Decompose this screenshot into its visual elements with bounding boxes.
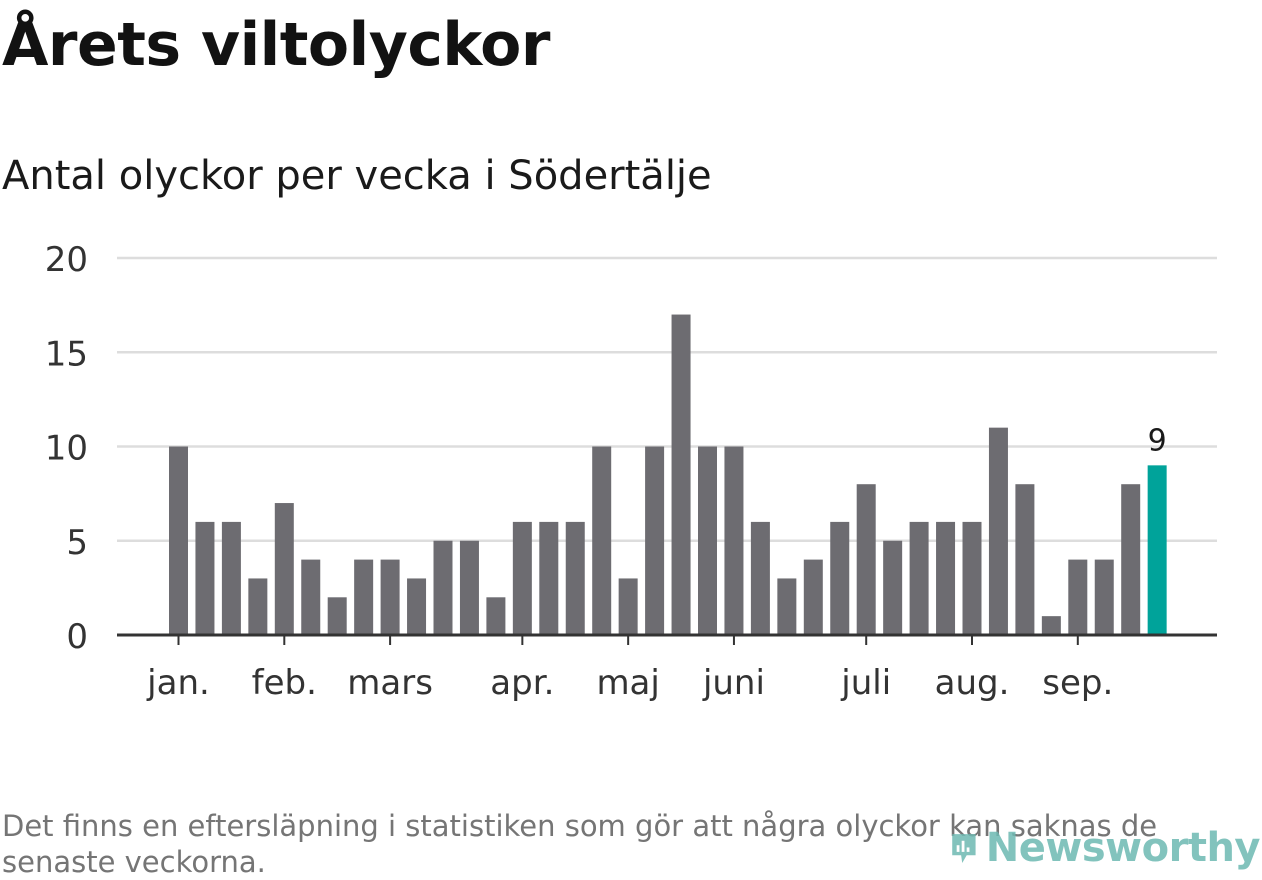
bar [988,427,1008,635]
x-tick-label: juli [840,663,891,703]
bar [1068,559,1088,635]
x-tick-label: mars [347,663,433,703]
x-tick-label: aug. [935,663,1010,703]
bar [592,446,612,635]
y-tick-label: 10 [45,429,88,469]
x-tick-label: apr. [490,663,554,703]
bars [169,314,1167,635]
bar [1094,559,1114,635]
bar [169,446,188,635]
bar [459,540,479,635]
data-labels: 9 [1148,423,1167,458]
bar [274,503,294,635]
grid-lines [117,256,1217,542]
y-axis-ticks: 0 5 10 15 20 [45,240,88,657]
bar [724,446,744,635]
y-tick-label: 15 [45,334,88,374]
x-tick-label: maj [596,663,659,703]
bar [777,578,797,635]
bar [248,578,268,635]
bar [830,521,850,635]
bar [327,597,347,635]
bar [221,521,241,635]
newsworthy-logo: Newsworthy [950,818,1261,878]
bar [750,521,770,635]
bar [803,559,823,635]
bar [671,314,691,635]
bar-highlight [1147,465,1167,635]
bar [618,578,638,635]
bar [195,521,215,635]
bar [645,446,665,635]
x-tick-label: juni [702,663,765,703]
bar [856,484,876,635]
x-tick-label: jan. [146,663,210,703]
bar [698,446,717,635]
bar [354,559,374,635]
bar [380,559,400,635]
bar [1041,616,1061,635]
bar [1121,484,1141,635]
bar [433,540,453,635]
logo-text: Newsworthy [985,825,1261,871]
y-tick-label: 20 [45,240,88,280]
bar [936,521,956,635]
bar [539,521,559,635]
bar [883,540,903,635]
logo-icon [952,834,976,864]
bar [301,559,321,635]
x-tick-label: sep. [1042,663,1113,703]
y-tick-label: 5 [66,523,88,563]
x-axis-ticks: jan. feb. mars apr. maj juni juli aug. sep. [146,635,1113,703]
bar [1015,484,1035,635]
chart-subtitle: Antal olyckor per vecka i Södertälje [2,153,712,199]
bar [486,597,506,635]
bar-chart: 0 5 10 15 20 jan. feb. mars apr. maj juni juli aug.… [45,240,1217,703]
y-tick-label: 0 [66,617,88,657]
chart-title: Årets viltolyckor [2,10,551,80]
bar [962,521,982,635]
bar [909,521,929,635]
bar [512,521,532,635]
x-tick-label: feb. [252,663,317,703]
bar [407,578,427,635]
bar [565,521,585,635]
data-label: 9 [1148,423,1167,458]
